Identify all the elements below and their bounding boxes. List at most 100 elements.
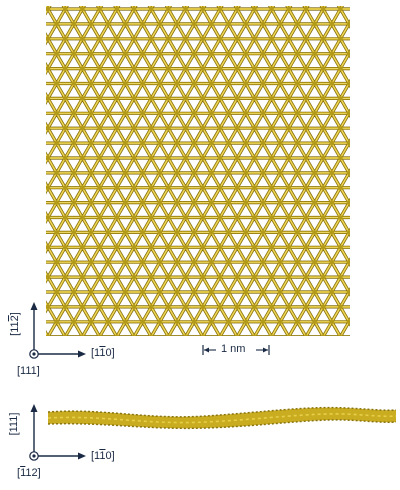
lattice-atom xyxy=(80,274,85,280)
lattice-atom xyxy=(277,51,283,56)
side-view-slab xyxy=(47,406,397,430)
axis-y-arrowhead xyxy=(30,302,38,310)
lattice-atom xyxy=(286,66,292,71)
lattice-atom xyxy=(226,51,231,56)
lattice-atom xyxy=(71,111,77,116)
lattice-atom xyxy=(174,200,180,205)
lattice-atom xyxy=(252,274,257,280)
lattice-atom xyxy=(148,215,154,220)
lattice-atom xyxy=(320,36,326,42)
lattice-atom xyxy=(166,36,171,42)
lattice-atom xyxy=(105,21,111,27)
top-axis-y-label: [112] xyxy=(9,312,21,336)
lattice-atom xyxy=(252,215,257,220)
lattice-atom xyxy=(54,289,59,295)
lattice-atom xyxy=(71,289,77,295)
lattice-atom xyxy=(105,81,111,86)
lattice-atom xyxy=(140,200,145,205)
lattice-atom xyxy=(277,170,283,176)
lattice-atom xyxy=(97,155,102,161)
lattice-atom xyxy=(269,215,274,220)
lattice-atom xyxy=(157,81,163,86)
lattice-atom xyxy=(174,21,180,27)
lattice-atom xyxy=(174,111,180,116)
lattice-atom xyxy=(200,334,205,336)
lattice-atom xyxy=(97,66,102,71)
lattice-atom xyxy=(234,125,240,131)
lattice-atom xyxy=(286,96,292,101)
lattice-atom xyxy=(277,200,283,205)
lattice-atom xyxy=(209,81,214,86)
lattice-atom xyxy=(191,111,197,116)
lattice-atom xyxy=(226,111,231,116)
lattice-atom xyxy=(303,334,309,336)
lattice-atom xyxy=(123,259,128,265)
lattice-atom xyxy=(338,334,343,336)
lattice-atom xyxy=(320,6,326,12)
lattice-atom xyxy=(140,319,145,325)
lattice-atom xyxy=(80,304,85,310)
lattice-atom xyxy=(97,36,102,42)
lattice-atom xyxy=(295,259,300,265)
lattice-atom xyxy=(88,200,94,205)
lattice-atom xyxy=(338,125,343,131)
lattice-atom xyxy=(97,215,102,220)
lattice-atom xyxy=(234,155,240,161)
lattice-atom xyxy=(346,170,350,176)
lattice-atom xyxy=(71,140,77,146)
lattice-atom xyxy=(88,170,94,176)
lattice-atom xyxy=(226,319,231,325)
lattice-atom xyxy=(131,274,137,280)
lattice-atom xyxy=(338,6,343,12)
lattice-atom xyxy=(269,6,274,12)
lattice-atom xyxy=(123,51,128,56)
lattice-atom xyxy=(71,230,77,235)
lattice-atom xyxy=(157,21,163,27)
lattice-atom xyxy=(209,230,214,235)
lattice-atom xyxy=(140,170,145,176)
lattice-atom xyxy=(148,6,154,12)
lattice-atom xyxy=(174,140,180,146)
lattice-atom xyxy=(157,111,163,116)
lattice-atom xyxy=(63,334,68,336)
lattice-atom xyxy=(329,140,335,146)
lattice-atom xyxy=(312,21,317,27)
lattice-atom xyxy=(54,319,59,325)
lattice-atom xyxy=(295,111,300,116)
lattice-atom xyxy=(243,140,249,146)
lattice-atom xyxy=(346,319,350,325)
lattice-atom xyxy=(277,289,283,295)
lattice-atom xyxy=(183,66,188,71)
lattice-atom xyxy=(148,36,154,42)
scale-bar xyxy=(202,345,270,355)
lattice-atom xyxy=(209,289,214,295)
lattice-atom xyxy=(191,81,197,86)
lattice-atom xyxy=(234,274,240,280)
lattice-atom xyxy=(217,215,223,220)
lattice-atom xyxy=(286,155,292,161)
lattice-atom xyxy=(80,215,85,220)
lattice-atom xyxy=(123,140,128,146)
lattice-atom xyxy=(191,51,197,56)
lattice-atom xyxy=(200,274,206,280)
lattice-atom xyxy=(329,21,335,27)
lattice-atom xyxy=(114,185,120,190)
lattice-atom xyxy=(320,215,326,220)
lattice-atom xyxy=(200,125,206,131)
lattice-atom xyxy=(200,6,206,12)
lattice-atom xyxy=(62,215,68,220)
lattice-atom xyxy=(71,170,77,176)
lattice-atom xyxy=(303,245,309,250)
lattice-atom xyxy=(286,36,292,42)
lattice-atom xyxy=(71,51,77,56)
lattice-atom xyxy=(226,21,231,27)
lattice-atom xyxy=(209,51,214,56)
top-view-axes xyxy=(29,302,86,359)
lattice-atom xyxy=(286,125,292,131)
lattice-atom xyxy=(260,81,266,86)
lattice-atom xyxy=(277,111,283,116)
lattice-atom xyxy=(174,81,180,86)
lattice-atom xyxy=(252,304,257,310)
lattice-atom xyxy=(252,155,257,161)
lattice-atom xyxy=(157,230,163,235)
